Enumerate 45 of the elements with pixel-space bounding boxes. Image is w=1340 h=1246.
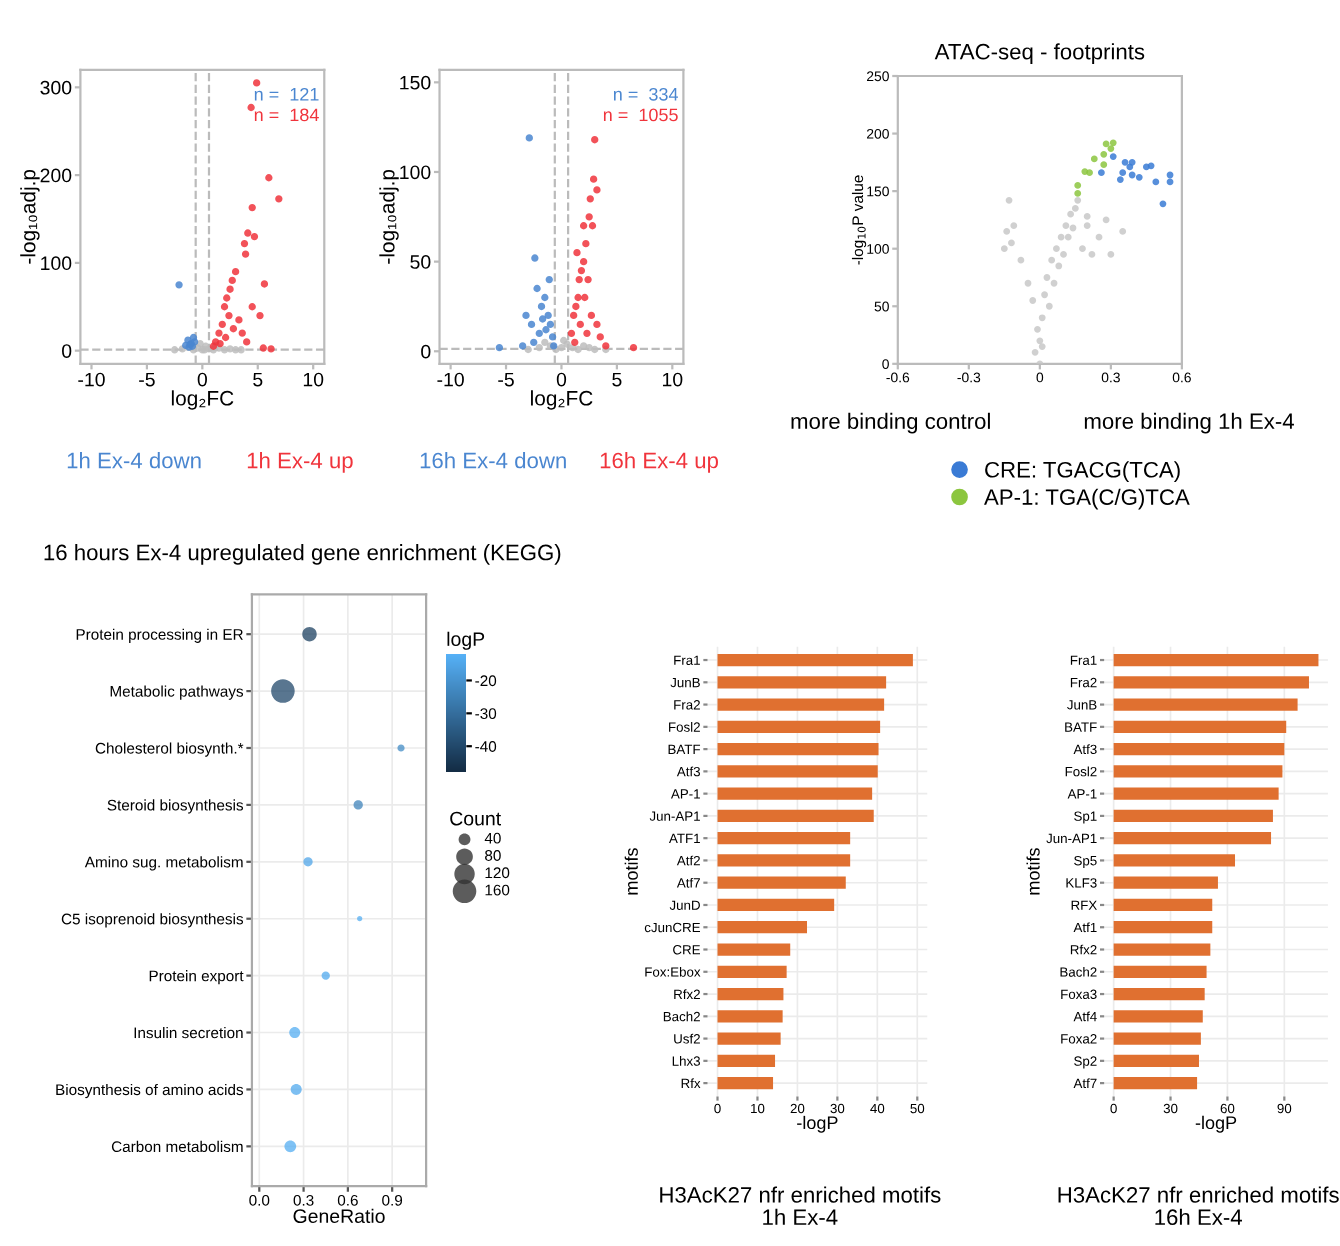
x-tick-label: -5 <box>498 372 514 387</box>
y-axis-title: motifs <box>624 848 638 895</box>
y-tick-label: 100 <box>400 165 431 180</box>
text: H3AcK27 nfr enriched motifs 16h Ex-4 <box>1058 1186 1339 1226</box>
x-axis-title: -logP <box>1195 1115 1237 1133</box>
y-axis-title: motifs <box>1026 848 1040 895</box>
y-tick-label: 0 <box>62 344 72 358</box>
x-tick-label: 0 <box>197 372 207 387</box>
y-axis-title: -log₁₀adj.p <box>379 169 399 264</box>
x-tick-label: -5 <box>139 372 155 387</box>
legend-title: Count <box>450 811 501 826</box>
x-tick-label: 10 <box>662 372 683 387</box>
x-tick-label: 5 <box>253 372 263 387</box>
text: more binding 1h Ex-4 <box>1084 412 1294 434</box>
y-axis-title: -log₁₀adj.p <box>20 169 40 264</box>
y-tick-label: 50 <box>410 255 431 269</box>
text: more binding control <box>791 412 990 434</box>
y-tick-label: 150 <box>400 75 431 90</box>
y-tick-label: 100 <box>41 256 72 271</box>
text: 16h Ex-4 up <box>600 452 718 473</box>
y-tick-label: 0 <box>421 344 431 359</box>
x-axis-title: log₂FC <box>171 390 234 410</box>
x-axis-title: -logP <box>797 1115 838 1133</box>
x-axis-title: log₂FC <box>531 390 593 410</box>
color-bar-title: logP <box>447 631 485 650</box>
x-tick-label: 10 <box>303 372 324 387</box>
annotation: n = 121 <box>254 87 319 101</box>
text: 1h Ex-4 down <box>67 452 201 469</box>
text: 1h Ex-4 up <box>247 452 353 473</box>
legend-label: AP-1: TGA(C/G)TCA <box>984 488 1190 510</box>
annotation: n = 184 <box>254 108 319 122</box>
x-tick-label: 5 <box>612 372 622 387</box>
annotation: n = 334 <box>613 87 678 101</box>
x-tick-label: 0 <box>556 372 567 387</box>
chart-title: 16 hours Ex-4 upregulated gene enrichment (KEGG) <box>44 544 561 565</box>
x-tick-label: -10 <box>78 372 105 387</box>
y-tick-label: 300 <box>40 80 72 95</box>
annotation: n = 1055 <box>603 108 678 122</box>
legend-label: CRE: TGACG(TCA) <box>985 461 1180 482</box>
text: 16h Ex-4 down <box>420 452 566 469</box>
y-tick-label: 200 <box>40 168 72 183</box>
text: H3AcK27 nfr enriched motifs 1h Ex-4 <box>660 1186 941 1225</box>
x-tick-label: -10 <box>437 372 464 387</box>
x-axis-title: GeneRatio <box>293 1208 385 1224</box>
chart-title: ATAC-seq - footprints <box>934 43 1145 64</box>
